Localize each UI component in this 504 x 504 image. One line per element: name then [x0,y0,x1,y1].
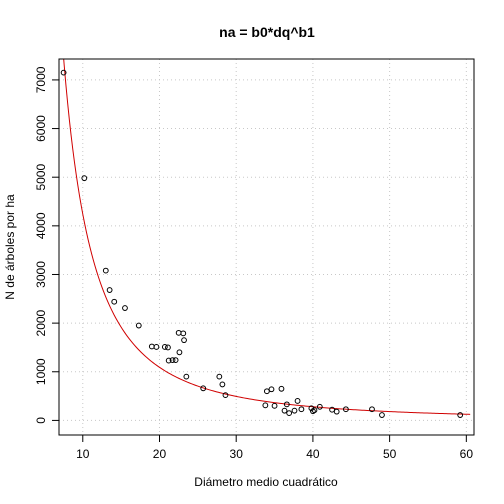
data-point [102,267,109,274]
chart-title: na = b0*dq^b1 [219,24,315,40]
data-point [268,386,275,393]
y-tick-label: 6000 [34,115,48,142]
data-point [271,402,278,409]
x-tick-label: 60 [460,447,474,461]
data-point [169,357,176,363]
data-point [172,357,179,363]
y-tick-label: 4000 [34,212,48,239]
data-point [200,385,207,392]
data-point [122,305,128,311]
data-point [161,344,168,350]
data-point [148,343,155,350]
data-point [281,407,288,414]
x-tick-label: 40 [306,447,320,461]
data-point [294,398,301,404]
data-point [222,392,229,399]
data-point [329,406,335,413]
data-point [176,349,183,356]
data-point [181,337,187,344]
data-point [291,407,298,414]
data-point [81,175,88,182]
y-tick-label: 2000 [34,309,48,336]
x-tick-label: 10 [76,447,90,461]
y-tick-label: 1000 [34,358,48,385]
data-point [165,344,171,351]
data-point [263,388,270,395]
x-tick-label: 30 [230,447,244,461]
data-point [342,406,349,413]
data-point [180,330,187,337]
data-point [262,402,269,409]
plot-grid [59,59,474,435]
y-tick-label: 5000 [34,164,48,191]
data-point [286,410,293,417]
data-point [106,287,113,293]
data-point [183,373,190,380]
data-points [60,69,464,418]
y-axis: 0 1000 2000 3000 4000 5000 6000 7000 [34,66,59,424]
fit-curve-layer [63,59,471,415]
y-tick-label: 3000 [34,261,48,288]
y-tick-label: 0 [34,417,48,424]
plot-frame [58,58,475,436]
data-point [165,357,172,364]
data-point [333,408,340,415]
data-point [457,412,464,418]
data-point [316,403,323,410]
data-point [283,401,290,408]
data-point [298,406,305,413]
data-point [219,381,226,388]
data-point [60,69,67,76]
data-point [111,298,118,305]
x-axis: 10 20 30 40 50 60 [76,435,473,461]
data-point [135,322,142,329]
data-point [369,406,375,413]
x-axis-label: Diámetro medio cuadrático [194,475,338,489]
data-point [311,407,318,414]
data-point [379,412,385,418]
y-tick-label: 7000 [34,66,48,93]
fit-curve [63,59,471,415]
y-axis-label: N de árboles por ha [3,194,17,300]
data-point [153,344,160,350]
data-point [175,329,182,336]
x-tick-label: 20 [153,447,167,461]
data-point [278,385,285,392]
x-tick-label: 50 [383,447,397,461]
data-point [216,373,223,380]
